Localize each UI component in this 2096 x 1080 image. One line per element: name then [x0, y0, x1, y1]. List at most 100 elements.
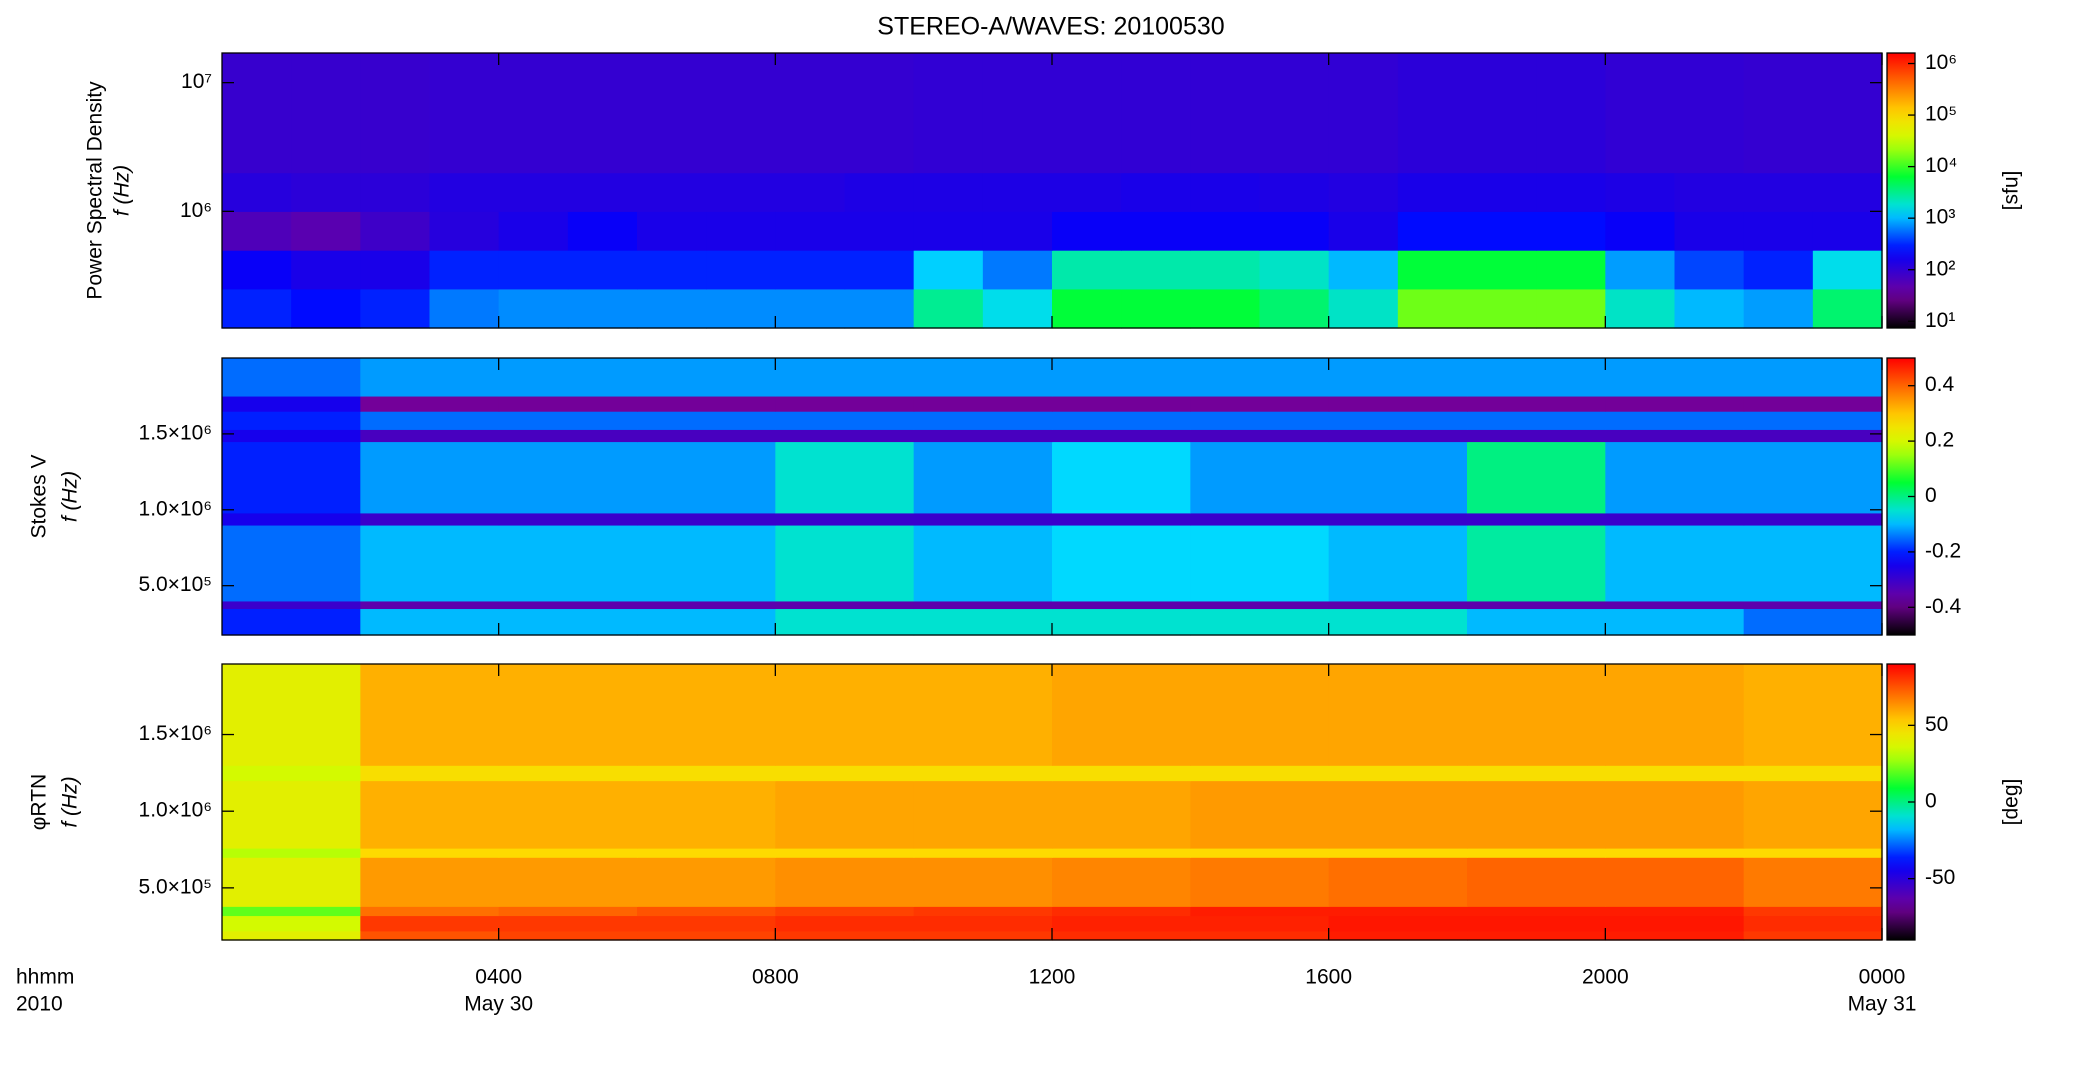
heatmap-cell	[1190, 429, 1330, 443]
heatmap-cell	[1605, 358, 1745, 397]
x-tick-label: 1200	[1029, 966, 1076, 989]
y-axis-label: Stokes V	[28, 454, 51, 538]
heatmap-cell	[1190, 780, 1330, 849]
heatmap-cell	[1743, 848, 1883, 858]
heatmap-cell	[1467, 848, 1606, 858]
heatmap-cell	[1467, 53, 1537, 174]
heatmap-cell	[913, 608, 1053, 636]
heatmap-cell	[775, 358, 915, 397]
heatmap-cell	[1052, 915, 1191, 932]
heatmap-cell	[1605, 857, 1745, 907]
heatmap-cell	[1121, 172, 1191, 212]
heatmap-cell	[360, 429, 500, 443]
heatmap-cell	[1190, 765, 1330, 782]
heatmap-cell	[222, 512, 361, 526]
heatmap-cell	[775, 765, 915, 782]
heatmap-cell	[1052, 600, 1191, 610]
heatmap-cell	[1812, 53, 1883, 174]
heatmap-cell	[982, 250, 1053, 290]
heatmap-cell	[637, 664, 776, 766]
heatmap-cell	[222, 600, 361, 610]
heatmap-cell	[498, 441, 638, 514]
heatmap-cell	[1397, 53, 1468, 174]
heatmap-cell	[222, 358, 361, 397]
heatmap-cell	[1605, 53, 1676, 174]
heatmap-cell	[706, 172, 776, 212]
heatmap-cell	[1397, 172, 1468, 212]
heatmap-cell	[1190, 172, 1261, 212]
heatmap-cell	[775, 441, 915, 514]
heatmap-cell	[1259, 211, 1330, 251]
heatmap-cell	[1743, 411, 1883, 430]
heatmap-cell	[1467, 429, 1606, 443]
heatmap-cell	[1190, 848, 1330, 858]
heatmap-cell	[775, 288, 846, 329]
heatmap-cell	[567, 288, 638, 329]
heatmap-cell	[1743, 172, 1814, 212]
x-tick-label: 1600	[1305, 966, 1352, 989]
heatmap-cell	[1467, 512, 1606, 526]
heatmap-cell	[498, 765, 638, 782]
y-tick-label: 1.5×10⁶	[139, 722, 212, 745]
heatmap-cell	[775, 906, 915, 917]
heatmap-cell	[1052, 930, 1191, 941]
heatmap-cell	[1052, 848, 1191, 858]
heatmap-cell	[1743, 441, 1883, 514]
heatmap-cell	[567, 53, 638, 174]
colorbar-tick-label: 0.4	[1925, 373, 1955, 396]
heatmap-cell	[1121, 53, 1191, 174]
heatmap-cell	[913, 524, 1053, 602]
heatmap-cell	[360, 411, 500, 430]
heatmap-cell	[1743, 857, 1883, 907]
heatmap-cell	[222, 857, 361, 907]
heatmap-cell	[1605, 211, 1676, 251]
heatmap-cell	[1605, 780, 1745, 849]
heatmap-cell	[498, 600, 638, 610]
heatmap-cell	[1536, 250, 1606, 290]
heatmap-cell	[360, 930, 500, 941]
heatmap-cell	[360, 857, 500, 907]
heatmap-cell	[1743, 211, 1814, 251]
heatmap-cell	[1467, 906, 1606, 917]
heatmap-cell	[1536, 288, 1606, 329]
heatmap-cell	[498, 906, 638, 917]
heatmap-cell	[913, 906, 1053, 917]
heatmap-cell	[1190, 395, 1330, 412]
heatmap-cell	[1605, 441, 1745, 514]
heatmap-cell	[913, 512, 1053, 526]
heatmap-cell	[222, 915, 361, 932]
heatmap-cell	[913, 664, 1053, 766]
colorbar-tick-label: 10⁴	[1925, 154, 1957, 177]
heatmap-cell	[913, 848, 1053, 858]
heatmap-cell	[1605, 915, 1745, 932]
heatmap-cell	[913, 395, 1053, 412]
heatmap-cell	[775, 780, 915, 849]
heatmap-cell	[222, 441, 361, 514]
heatmap-cell	[222, 172, 292, 212]
heatmap-cell	[637, 211, 707, 251]
heatmap-cell	[637, 848, 776, 858]
heatmap-cell	[1328, 765, 1468, 782]
heatmap-cell	[1536, 53, 1606, 174]
heatmap-cell	[1328, 857, 1468, 907]
heatmap-cell	[1190, 608, 1330, 636]
heatmap-cell	[775, 857, 915, 907]
heatmap-cell	[1190, 250, 1261, 290]
heatmap-cell	[913, 780, 1053, 849]
x-tick-label: 0800	[752, 966, 799, 989]
heatmap-cell	[1605, 172, 1676, 212]
heatmap-cell	[1605, 250, 1676, 290]
heatmap-cell	[1743, 906, 1883, 917]
colorbar-tick-label: -50	[1925, 866, 1955, 889]
heatmap-cell	[1467, 664, 1606, 766]
heatmap-cell	[360, 848, 500, 858]
heatmap-cell	[1259, 172, 1330, 212]
heatmap-cell	[1467, 395, 1606, 412]
heatmap-cell	[1328, 395, 1468, 412]
heatmap-cell	[222, 288, 292, 329]
heatmap-cell	[1812, 172, 1883, 212]
heatmap-cell	[1605, 411, 1745, 430]
heatmap-cell	[1052, 395, 1191, 412]
heatmap-cell	[498, 857, 638, 907]
